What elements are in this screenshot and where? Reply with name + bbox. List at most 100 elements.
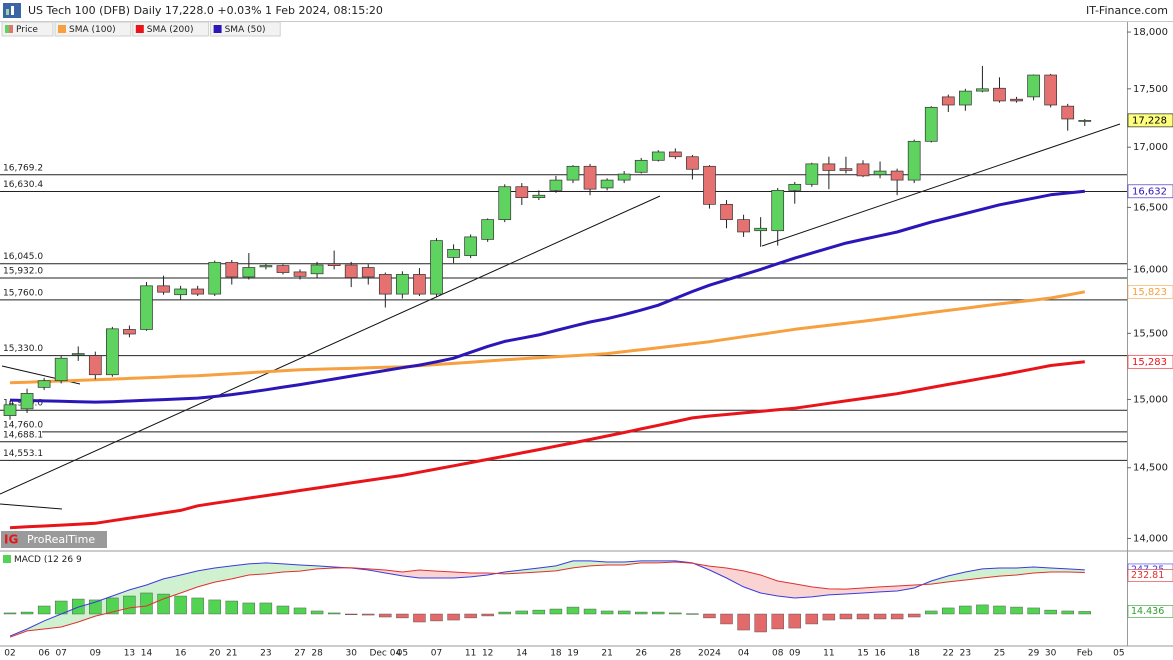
source: IT-Finance.com — [1086, 4, 1168, 17]
candle-body — [686, 156, 699, 170]
macd-fill — [863, 586, 881, 593]
macd-fill — [453, 571, 471, 579]
macd-legend-swatch — [3, 555, 11, 563]
macd-fill — [777, 581, 795, 598]
macd-histogram-bar — [1044, 609, 1057, 615]
macd-histogram-bar — [925, 610, 938, 615]
candle-body — [37, 380, 51, 388]
macd-fill — [538, 565, 556, 572]
macd-fill — [880, 586, 898, 592]
macd-line — [9, 561, 1085, 638]
y-tick-label: 16,500 — [1133, 202, 1168, 213]
macd-histogram-bar — [720, 613, 733, 625]
x-tick-label: 21 — [226, 649, 237, 659]
macd-line — [9, 560, 1085, 637]
legend-label: SMA (200) — [147, 25, 194, 35]
macd-histogram-bar — [447, 613, 460, 621]
price-tag-label: 15,823 — [1132, 287, 1167, 298]
level-label-bg — [0, 178, 42, 190]
candle-body — [344, 264, 358, 278]
candle-body — [1061, 105, 1075, 120]
level-label-bg — [0, 447, 42, 459]
candle-body — [447, 248, 460, 258]
level-label: 15,932.0 — [3, 266, 43, 276]
x-tick-label: 19 — [567, 649, 579, 659]
candle-body — [668, 151, 682, 158]
y-tick-label: 14,000 — [1133, 533, 1168, 544]
macd-histogram-bar — [993, 605, 1006, 615]
trend-line — [0, 503, 63, 510]
candle-body — [583, 165, 597, 190]
macd-histogram-bar — [1061, 610, 1074, 615]
macd-histogram-bar — [327, 612, 341, 615]
candle-body — [71, 353, 85, 356]
x-tick-label: 05 — [1113, 649, 1124, 659]
macd-histogram-bar — [549, 608, 563, 615]
x-tick-label: 08 — [772, 649, 784, 659]
level-label: 15,330.0 — [3, 344, 43, 354]
candle-body — [413, 274, 426, 295]
macd-histogram-bar — [1027, 607, 1040, 615]
candle-body — [157, 285, 170, 293]
macd-tag — [1127, 605, 1173, 618]
macd-histogram-bar — [754, 613, 767, 633]
macd-histogram-bar — [635, 611, 648, 615]
macd-histogram-bar — [686, 613, 699, 615]
candle-body — [140, 285, 153, 330]
macd-fill — [163, 574, 181, 599]
macd-histogram-bar — [242, 602, 256, 615]
macd-fill — [709, 566, 727, 579]
x-tick-label: 05 — [397, 649, 408, 659]
candle-body — [566, 165, 580, 181]
legend-label: SMA (50) — [225, 25, 266, 35]
candle-body — [1044, 74, 1058, 106]
macd-histogram-bar — [293, 607, 307, 615]
macd-histogram-bar — [959, 605, 972, 615]
macd-histogram-bar — [276, 605, 290, 615]
candle-body — [873, 170, 887, 176]
x-tick-label: 25 — [994, 649, 1005, 659]
candle-body — [839, 168, 853, 171]
macd-fill — [726, 568, 744, 587]
x-tick-label: 28 — [670, 649, 682, 659]
candle-body — [617, 173, 631, 181]
macd-histogram-bar — [788, 613, 801, 629]
macd-histogram-bar — [72, 598, 85, 615]
macd-panel — [3, 560, 1091, 638]
header-bar — [0, 0, 1173, 21]
x-tick-label: 18 — [550, 649, 562, 659]
x-tick-label: 15 — [857, 649, 868, 659]
macd-histogram-bar — [123, 595, 136, 615]
app-icon-bar — [11, 6, 14, 15]
macd-histogram-bar — [225, 600, 238, 615]
macd-fill — [743, 570, 761, 593]
x-tick-label: 06 — [38, 649, 50, 659]
candle-body — [532, 194, 546, 198]
y-tick-label: 17,500 — [1133, 84, 1168, 95]
candle-body — [515, 186, 529, 198]
legend-swatch — [58, 25, 66, 33]
sma-line — [9, 189, 1085, 404]
candle-body — [1010, 98, 1023, 102]
candle-body — [123, 329, 136, 335]
price-tag — [1127, 354, 1173, 369]
chart-title: US Tech 100 (DFB) Daily 17,228.0 +0.03% … — [28, 4, 383, 17]
macd-histogram-bar — [20, 611, 34, 615]
macd-histogram-bar — [464, 613, 477, 619]
macd-histogram-bar — [106, 597, 119, 615]
candle-body — [54, 357, 68, 382]
sma-line — [9, 360, 1085, 530]
legend-swatch — [9, 25, 13, 33]
macd-histogram-bar — [413, 613, 426, 623]
level-label: 16,045.0 — [3, 252, 43, 262]
app-icon-bar — [6, 9, 9, 15]
candle-body — [907, 140, 921, 181]
level-label: 14,688.1 — [3, 430, 43, 440]
legend-swatch — [5, 25, 9, 33]
x-tick-label: 23 — [260, 649, 271, 659]
legend-box — [132, 21, 210, 37]
candle-body — [259, 265, 273, 268]
macd-histogram-bar — [583, 608, 597, 615]
legend-box — [1, 21, 54, 37]
candle-body — [890, 170, 904, 181]
